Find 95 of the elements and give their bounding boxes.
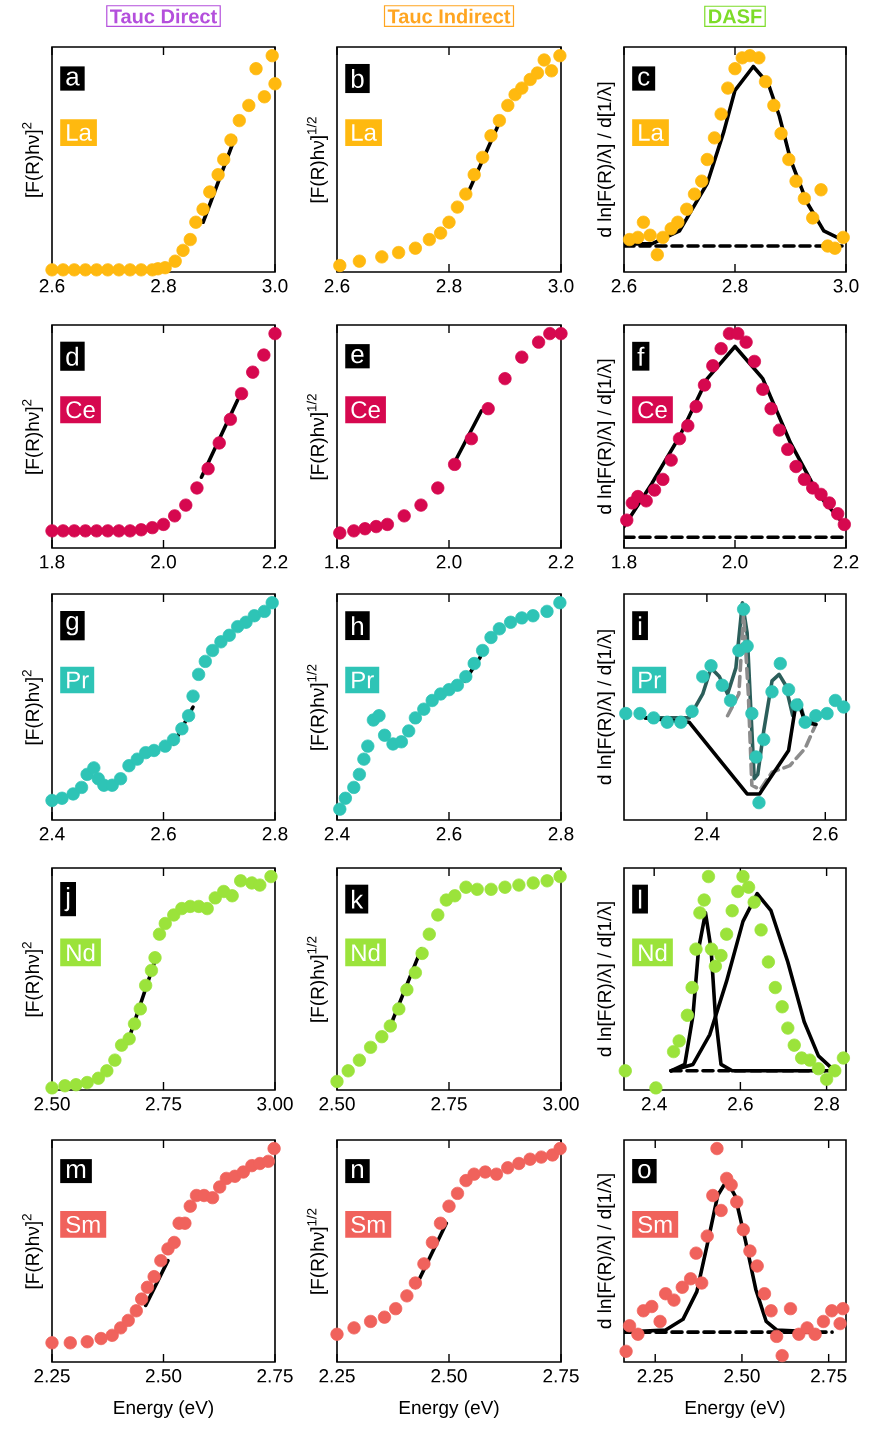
annotation: Nd: [67, 943, 95, 962]
x-tick-label: 3.00: [543, 1097, 579, 1111]
x-tick-label: 2.6: [728, 1097, 753, 1111]
y-axis-title: [F(R)hν]$^{1/2}$: [306, 664, 328, 750]
x-tick-label: 2.6: [151, 827, 176, 841]
x-tick-label: 3.0: [833, 279, 859, 293]
x-tick-label: 2.75: [543, 1369, 579, 1383]
x-tick-label: 1.8: [325, 555, 350, 569]
x-tick-label: 2.0: [436, 555, 462, 569]
y-axis-title: [F(R)hν]$^{1/2}$: [306, 936, 328, 1022]
annotation: j: [64, 886, 70, 912]
chart-title: Tauc Direct: [110, 8, 217, 24]
x-tick-label: 2.25: [637, 1369, 673, 1383]
annotation: n: [351, 1164, 364, 1179]
x-tick-label: 2.8: [436, 279, 462, 293]
x-tick-label: 2.6: [39, 279, 65, 293]
annotation: Sm: [66, 1215, 100, 1233]
annotation: Ce: [66, 401, 95, 419]
x-tick-label: 2.4: [641, 1097, 667, 1111]
annotation: Pr: [639, 671, 661, 689]
y-axis-title: d ln[F(R)/λ] / d[1/λ]: [597, 1174, 615, 1329]
x-tick-label: 2.4: [324, 827, 350, 841]
y-axis-title: [F(R)hν]$^{1/2}$: [306, 117, 328, 203]
y-axis-title: [F(R)hν]$^{1/2}$: [306, 1208, 328, 1294]
annotation: i: [638, 616, 642, 636]
x-tick-label: 2.8: [548, 827, 574, 841]
y-axis-title: [F(R)hν]$^{2}$: [22, 1214, 43, 1289]
x-tick-label: 2.6: [813, 827, 838, 841]
y-axis-title: [F(R)hν]$^{2}$: [22, 399, 43, 474]
annotation: k: [352, 889, 364, 909]
x-axis-title: Energy (eV): [685, 1400, 785, 1418]
annotation: l: [638, 889, 642, 909]
x-tick-label: 2.8: [262, 827, 288, 841]
x-axis-title: Energy (eV): [114, 1400, 213, 1418]
annotation: Sm: [638, 1215, 672, 1233]
x-tick-label: 2.50: [34, 1097, 70, 1111]
annotation: Ce: [351, 401, 380, 419]
x-tick-label: 2.2: [262, 555, 288, 569]
chart-title: Tauc Indirect: [387, 8, 511, 24]
annotation: f: [637, 346, 645, 366]
y-axis-title: d ln[F(R)/λ] / d[1/λ]: [597, 359, 615, 514]
x-tick-label: 3.0: [548, 279, 574, 293]
x-tick-label: 2.8: [722, 279, 748, 293]
y-axis-title: [F(R)hν]$^{2}$: [22, 942, 43, 1017]
x-tick-label: 2.50: [145, 1369, 182, 1383]
annotation: La: [67, 124, 92, 141]
chart-title: DASF: [709, 9, 762, 24]
annotation: La: [639, 124, 664, 141]
x-tick-label: 2.75: [431, 1097, 467, 1111]
x-tick-label: 2.4: [39, 827, 65, 841]
x-tick-label: 1.8: [40, 555, 65, 569]
y-axis-title: d ln[F(R)/λ] / d[1/λ]: [597, 630, 615, 785]
x-tick-label: 2.8: [814, 1097, 839, 1111]
x-tick-label: 2.6: [436, 827, 462, 841]
annotation: Nd: [639, 943, 667, 962]
annotation: Nd: [352, 943, 380, 962]
annotation: Ce: [638, 401, 667, 419]
x-tick-label: 3.00: [257, 1097, 293, 1111]
annotation: h: [352, 616, 364, 636]
x-tick-label: 2.25: [34, 1369, 70, 1383]
annotation: c: [638, 71, 650, 86]
x-tick-label: 1.8: [612, 555, 637, 569]
annotation: m: [66, 1164, 86, 1179]
annotation: Pr: [352, 671, 374, 689]
x-tick-label: 2.50: [431, 1369, 467, 1383]
x-tick-label: 2.75: [811, 1369, 847, 1383]
annotation: Sm: [351, 1215, 385, 1233]
annotation: d: [66, 346, 78, 366]
annotation: a: [66, 71, 80, 86]
x-tick-label: 2.75: [145, 1097, 182, 1111]
annotation: o: [638, 1163, 651, 1179]
x-tick-label: 2.8: [151, 279, 176, 293]
x-axis-title: Energy (eV): [399, 1400, 499, 1418]
x-tick-label: 2.0: [722, 555, 748, 569]
annotation: b: [351, 68, 364, 89]
x-tick-label: 2.6: [324, 279, 350, 293]
y-axis-title: [F(R)hν]$^{1/2}$: [306, 394, 328, 480]
x-tick-label: 2.6: [611, 279, 637, 293]
y-axis-title: [F(R)hν]$^{2}$: [22, 670, 43, 745]
x-tick-label: 2.2: [548, 555, 574, 569]
y-axis-title: d ln[F(R)/λ] / d[1/λ]: [597, 82, 615, 237]
annotation: e: [351, 349, 364, 364]
x-tick-label: 2.50: [724, 1369, 760, 1383]
x-tick-label: 2.75: [257, 1369, 293, 1383]
x-tick-label: 3.0: [262, 279, 288, 293]
x-tick-label: 2.2: [833, 555, 859, 569]
y-axis-title: [F(R)hν]$^{2}$: [22, 122, 43, 197]
annotation: Pr: [67, 671, 89, 689]
x-tick-label: 2.50: [319, 1097, 355, 1111]
x-tick-label: 2.0: [151, 555, 176, 569]
x-tick-label: 2.25: [319, 1369, 355, 1383]
y-axis-title: d ln[F(R)/λ] / d[1/λ]: [597, 902, 615, 1057]
annotation: La: [352, 124, 377, 141]
annotation: g: [66, 615, 78, 636]
x-tick-label: 2.4: [694, 827, 720, 841]
